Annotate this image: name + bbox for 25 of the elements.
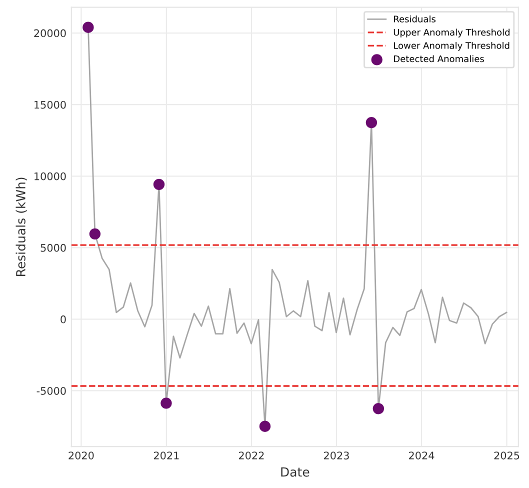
legend-label: Upper Anomaly Threshold	[394, 28, 510, 38]
legend-label: Detected Anomalies	[394, 55, 484, 62]
point	[160, 398, 172, 409]
point	[372, 403, 384, 414]
y-tick-label: 20000	[34, 29, 66, 38]
point	[366, 117, 378, 128]
y-tick-label: 5000	[40, 244, 66, 252]
x-tick-label: 2024	[409, 452, 434, 460]
x-tick-label: 2021	[154, 452, 179, 460]
legend-label: Residuals	[394, 15, 436, 22]
y-tick-label: 15000	[34, 100, 66, 109]
x-tick-label: 2020	[68, 452, 94, 460]
y-tick-label: 10000	[34, 172, 66, 180]
x-axis-title: Date	[281, 467, 310, 477]
x-tick-label: 2023	[324, 452, 349, 460]
point	[259, 420, 271, 432]
point	[82, 22, 94, 33]
x-tick-label: 2025	[494, 452, 520, 460]
y-tick-label: 0	[60, 315, 66, 324]
legend-label: Lower Anomaly Threshold	[394, 42, 510, 51]
point	[153, 178, 165, 190]
y-axis-title: Residuals (kWh)	[16, 178, 27, 276]
y-tick-label: -5000	[36, 386, 66, 395]
point	[89, 228, 101, 240]
x-tick-label: 2022	[238, 452, 264, 460]
